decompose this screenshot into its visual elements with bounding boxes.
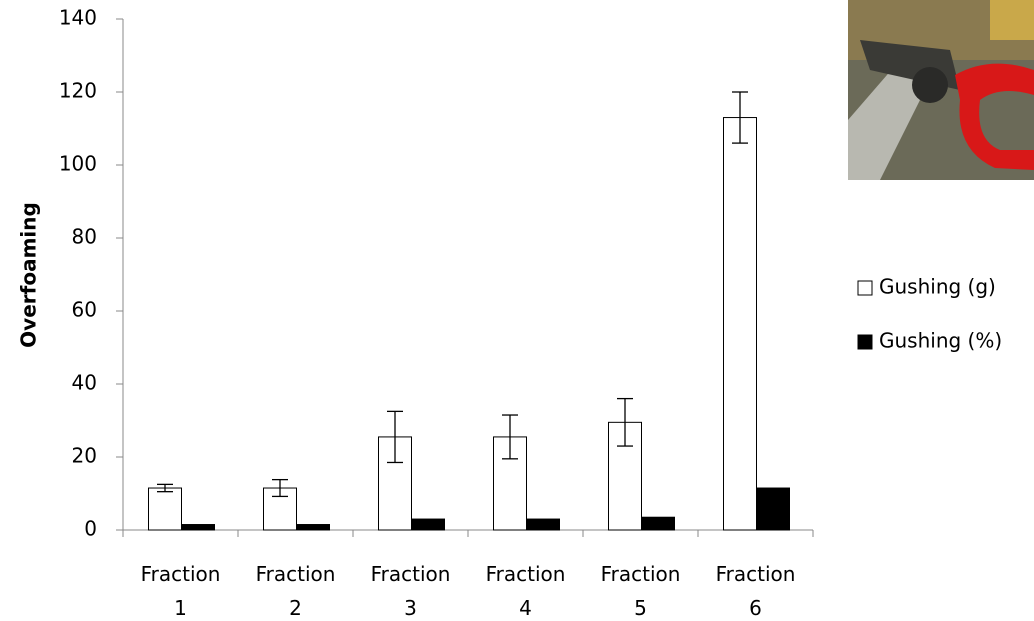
legend-label: Gushing (g) xyxy=(879,275,996,299)
y-tick-label: 100 xyxy=(59,152,97,176)
y-tick-label: 140 xyxy=(59,6,97,30)
x-tick-line: 4 xyxy=(519,596,532,620)
y-tick-label: 60 xyxy=(72,298,97,322)
y-tick-label: 0 xyxy=(84,517,97,541)
x-tick-line: Fraction xyxy=(256,562,336,586)
bar xyxy=(642,517,675,530)
x-tick-label: Fraction 4 xyxy=(486,562,566,620)
y-tick-label: 20 xyxy=(72,444,97,468)
x-tick-label: Fraction 3 xyxy=(371,562,451,620)
y-tick-label: 120 xyxy=(59,79,97,103)
x-tick-line: 6 xyxy=(749,596,762,620)
x-tick-line: 3 xyxy=(404,596,417,620)
x-tick-label: Fraction 5 xyxy=(601,562,681,620)
chart: Overfoaming 020406080100120140Fraction1F… xyxy=(0,0,1034,621)
photo xyxy=(848,0,1034,180)
bar xyxy=(149,488,182,530)
legend-label: Gushing (%) xyxy=(879,329,1002,353)
bar xyxy=(182,525,215,530)
x-tick-line: 5 xyxy=(634,596,647,620)
bar xyxy=(412,519,445,530)
x-tick-label: Fraction 1 xyxy=(141,562,221,620)
x-tick-label: Fraction 6 xyxy=(716,562,796,620)
legend-swatch xyxy=(858,281,872,295)
x-tick-line: Fraction xyxy=(371,562,451,586)
x-tick-line: Fraction xyxy=(486,562,566,586)
bar xyxy=(724,118,757,530)
bar xyxy=(297,525,330,530)
y-axis-label: Overfoaming xyxy=(17,202,41,348)
x-tick-line: 1 xyxy=(174,596,187,620)
x-tick-line: Fraction xyxy=(141,562,221,586)
x-tick-line: Fraction xyxy=(601,562,681,586)
x-tick-label: Fraction 2 xyxy=(256,562,336,620)
bar xyxy=(757,488,790,530)
y-tick-label: 40 xyxy=(72,371,97,395)
bar xyxy=(527,519,560,530)
y-tick-label: 80 xyxy=(72,225,97,249)
x-tick-line: Fraction xyxy=(716,562,796,586)
x-tick-line: 2 xyxy=(289,596,302,620)
legend-swatch xyxy=(858,335,872,349)
